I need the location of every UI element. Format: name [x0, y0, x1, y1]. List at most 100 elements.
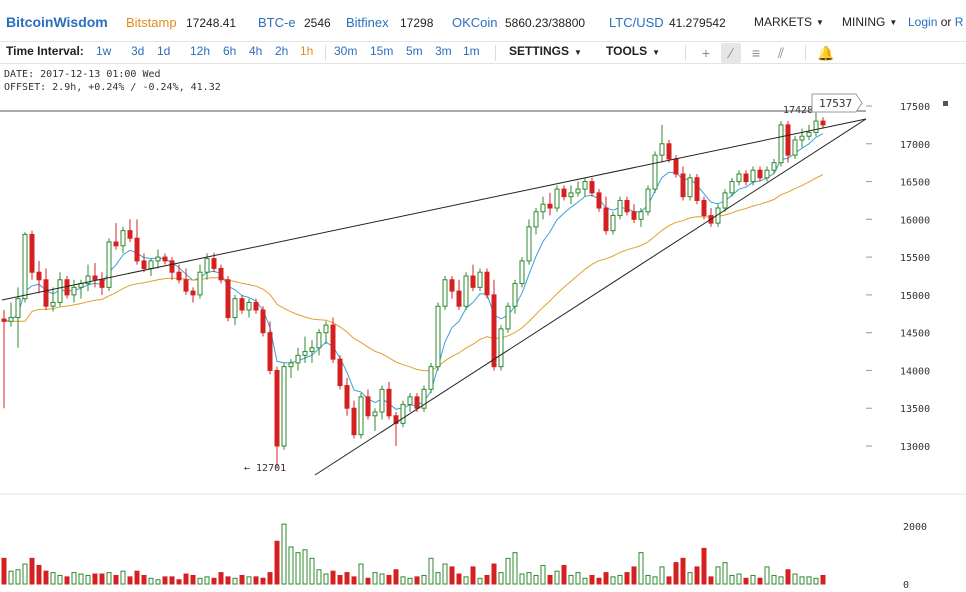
interval-3d[interactable]: 3d [131, 44, 145, 58]
y-tick-label: 14000 [900, 366, 930, 377]
volume-bar [680, 557, 686, 585]
candle-body [295, 354, 301, 364]
tools-menu[interactable]: TOOLS ▼ [606, 44, 660, 58]
interval-1d[interactable]: 1d [157, 44, 171, 58]
interval-1w[interactable]: 1w [96, 44, 112, 58]
register-link[interactable]: R [954, 15, 964, 29]
candle-body [806, 131, 812, 137]
candle-body [505, 305, 511, 330]
candle-body [8, 317, 14, 322]
candle-body [169, 260, 175, 273]
candle-body [113, 241, 119, 247]
candle-body [302, 351, 308, 356]
volume-bar [568, 574, 574, 585]
candle-body [771, 162, 777, 171]
volume-bar [176, 579, 182, 585]
candle-body [43, 279, 49, 307]
last-price-badge [811, 93, 863, 113]
candle-body [687, 177, 693, 198]
crosshair-icon[interactable]: + [701, 45, 711, 61]
login-link[interactable]: Login [908, 15, 938, 29]
market-bitstamp-name[interactable]: Bitstamp [126, 15, 177, 30]
candle-body [491, 294, 497, 368]
market-okcoin-name[interactable]: OKCoin [452, 15, 498, 30]
fib-tool-icon[interactable]: ≡ [751, 45, 761, 61]
candle-body [820, 120, 826, 126]
candle-body [22, 233, 28, 300]
interval-2h[interactable]: 2h [275, 44, 289, 58]
interval-5m[interactable]: 5m [406, 44, 423, 58]
interval-15m[interactable]: 15m [370, 44, 394, 58]
volume-bar [484, 574, 490, 585]
candle-body [785, 124, 791, 156]
volume-bar [274, 540, 280, 585]
candle-body [519, 260, 525, 285]
market-okcoin-price: 5860.23/38800 [505, 16, 586, 30]
volume-bar [610, 576, 616, 585]
candle-body [666, 143, 672, 160]
markets-menu[interactable]: MARKETS ▼ [754, 15, 824, 29]
candle-body [568, 192, 574, 198]
high-price-annotation: 17428 [783, 105, 813, 116]
volume-bar [15, 569, 21, 585]
candle-body [547, 203, 553, 209]
volume-bar [379, 573, 385, 585]
volume-bar [43, 570, 49, 585]
mining-menu-label: MINING [842, 15, 886, 29]
interval-30m[interactable]: 30m [334, 44, 358, 58]
volume-bar [148, 577, 154, 585]
volume-bar [540, 564, 546, 585]
candle-body [281, 366, 287, 447]
line-tool-icon[interactable]: ∕ [721, 43, 741, 63]
candle-body [274, 369, 280, 447]
volume-bar [162, 576, 168, 585]
candle-body [141, 260, 147, 269]
moving-average-fast [3, 133, 824, 410]
volume-bar [386, 574, 392, 585]
interval-1m[interactable]: 1m [463, 44, 480, 58]
volume-bar [169, 576, 175, 585]
candle-body [694, 177, 700, 201]
candle-body [407, 396, 413, 405]
volume-bar [575, 572, 581, 585]
candle-body [729, 181, 735, 194]
settings-menu[interactable]: SETTINGS ▼ [509, 44, 582, 58]
low-price-annotation: ← 12701 [244, 463, 286, 474]
auth-links: Login or R [908, 15, 963, 29]
app-logo[interactable]: BitcoinWisdom [6, 14, 108, 30]
candle-body [428, 366, 434, 390]
alert-bell-icon[interactable]: 🔔 [817, 45, 835, 61]
volume-bar [113, 574, 119, 585]
candle-body [540, 203, 546, 213]
volume-bar [806, 576, 812, 585]
volume-bar [463, 576, 469, 585]
candle-body [617, 199, 623, 217]
y-tick-label: 15000 [900, 291, 930, 302]
candle-body [638, 211, 644, 220]
candle-body [162, 256, 168, 262]
candle-body [757, 169, 763, 179]
candle-body [1, 318, 7, 322]
market-bitfinex-price: 17298 [400, 16, 434, 30]
interval-3m[interactable]: 3m [435, 44, 452, 58]
volume-bar [799, 576, 805, 585]
candle-body [190, 290, 196, 296]
market-btce-name[interactable]: BTC-e [258, 15, 296, 30]
interval-4h[interactable]: 4h [249, 44, 263, 58]
candle-body [29, 233, 35, 273]
interval-12h[interactable]: 12h [190, 44, 211, 58]
market-bitfinex-name[interactable]: Bitfinex [346, 15, 389, 30]
volume-bar [92, 573, 98, 585]
volume-bar [547, 574, 553, 585]
volume-bar [64, 576, 70, 585]
interval-1h[interactable]: 1h [300, 44, 314, 58]
volume-bar [120, 570, 126, 585]
fan-tool-icon[interactable]: ⫽ [777, 45, 785, 61]
volume-bar [204, 576, 210, 585]
mining-menu[interactable]: MINING ▼ [842, 15, 897, 29]
market-ltcusd-name[interactable]: LTC/USD [609, 15, 664, 30]
interval-6h[interactable]: 6h [223, 44, 237, 58]
volume-bar [519, 573, 525, 585]
volume-bar [260, 577, 266, 585]
